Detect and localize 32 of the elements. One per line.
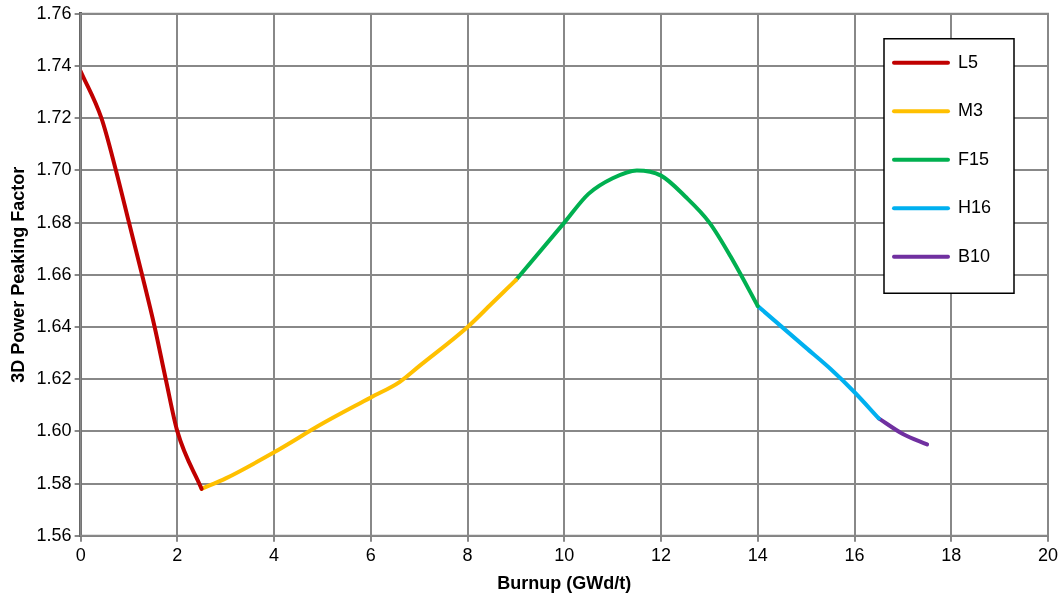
y-tick-label: 1.56 [36, 524, 72, 545]
y-tick-label: 1.74 [36, 54, 72, 75]
legend-label: B10 [958, 245, 991, 266]
x-tick-label: 2 [172, 544, 183, 565]
legend-label: M3 [958, 100, 984, 121]
x-tick-label: 8 [462, 544, 473, 565]
y-tick-label: 1.68 [36, 211, 72, 232]
x-tick-label: 14 [747, 544, 768, 565]
y-tick-label: 1.72 [36, 107, 72, 128]
legend-label: H16 [958, 197, 992, 218]
y-tick-label: 1.70 [36, 159, 72, 180]
x-axis-title: Burnup (GWd/t) [497, 573, 632, 594]
line-series [513, 168, 760, 309]
y-tick-label: 1.62 [36, 368, 72, 389]
x-tick-label: 4 [269, 544, 280, 565]
x-tick-label: 20 [1037, 544, 1059, 565]
y-tick-label: 1.76 [36, 2, 72, 23]
line-series [755, 304, 881, 421]
x-tick-label: 16 [844, 544, 865, 565]
y-tick-label: 1.58 [36, 472, 72, 493]
x-tick-label: 18 [941, 544, 962, 565]
x-tick-label: 6 [365, 544, 376, 565]
legend-label: F15 [958, 148, 990, 169]
legend-label: L5 [958, 51, 979, 72]
y-axis-title: 3D Power Peaking Factor [7, 166, 28, 383]
y-tick-label: 1.64 [36, 315, 72, 336]
x-tick-label: 0 [75, 544, 86, 565]
y-tick-label: 1.60 [36, 420, 72, 441]
y-tick-label: 1.66 [36, 263, 72, 284]
x-tick-label: 10 [554, 544, 575, 565]
line-series [80, 69, 204, 491]
x-tick-label: 12 [651, 544, 672, 565]
